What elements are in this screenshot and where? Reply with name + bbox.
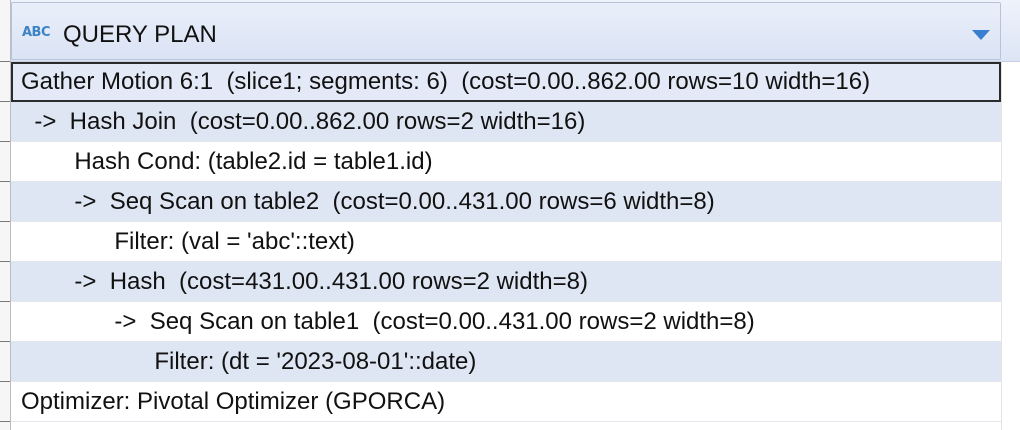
right-empty-area [1001, 62, 1020, 430]
query-plan-cell: -> Hash Join (cost=0.00..862.00 rows=2 w… [21, 108, 586, 135]
query-plan-cell: Gather Motion 6:1 (slice1; segments: 6) … [21, 68, 871, 95]
column-title: QUERY PLAN [63, 21, 217, 48]
row-divider [0, 301, 10, 302]
table-row[interactable]: Optimizer: Pivotal Optimizer (GPORCA) [11, 382, 1001, 422]
row-divider [0, 101, 10, 102]
row-divider [0, 141, 10, 142]
table-row[interactable]: Filter: (val = 'abc'::text) [11, 222, 1001, 262]
table-row[interactable]: Hash Cond: (table2.id = table1.id) [11, 142, 1001, 182]
query-plan-cell: Optimizer: Pivotal Optimizer (GPORCA) [21, 388, 446, 415]
query-plan-cell: Hash Cond: (table2.id = table1.id) [21, 148, 433, 175]
query-plan-cell: Filter: (dt = '2023-08-01'::date) [21, 348, 477, 375]
table-row[interactable]: -> Hash Join (cost=0.00..862.00 rows=2 w… [11, 102, 1001, 142]
row-divider [0, 61, 10, 62]
query-plan-cell: -> Hash (cost=431.00..431.00 rows=2 widt… [21, 268, 588, 295]
column-header-query-plan[interactable]: ABC QUERY PLAN [11, 2, 1001, 60]
row-divider [0, 381, 10, 382]
chevron-down-icon[interactable] [972, 30, 990, 40]
table-row[interactable]: -> Seq Scan on table2 (cost=0.00..431.00… [11, 182, 1001, 222]
query-plan-cell: -> Seq Scan on table2 (cost=0.00..431.00… [21, 188, 715, 215]
table-row[interactable]: -> Seq Scan on table1 (cost=0.00..431.00… [11, 302, 1001, 342]
row-divider [0, 221, 10, 222]
row-divider [0, 181, 10, 182]
table-row[interactable]: -> Hash (cost=431.00..431.00 rows=2 widt… [11, 262, 1001, 302]
query-plan-cell: Filter: (val = 'abc'::text) [21, 228, 355, 255]
column-header-bar: ABC QUERY PLAN [11, 0, 1020, 62]
table-row-selected[interactable]: Gather Motion 6:1 (slice1; segments: 6) … [11, 62, 1001, 102]
row-divider [0, 261, 10, 262]
row-divider [0, 421, 10, 422]
row-header-gutter[interactable] [0, 0, 11, 430]
table-row[interactable]: Filter: (dt = '2023-08-01'::date) [11, 342, 1001, 382]
text-type-icon: ABC [22, 25, 51, 40]
query-plan-cell: -> Seq Scan on table1 (cost=0.00..431.00… [21, 308, 755, 335]
result-rows: Gather Motion 6:1 (slice1; segments: 6) … [11, 62, 1001, 422]
row-divider [0, 341, 10, 342]
